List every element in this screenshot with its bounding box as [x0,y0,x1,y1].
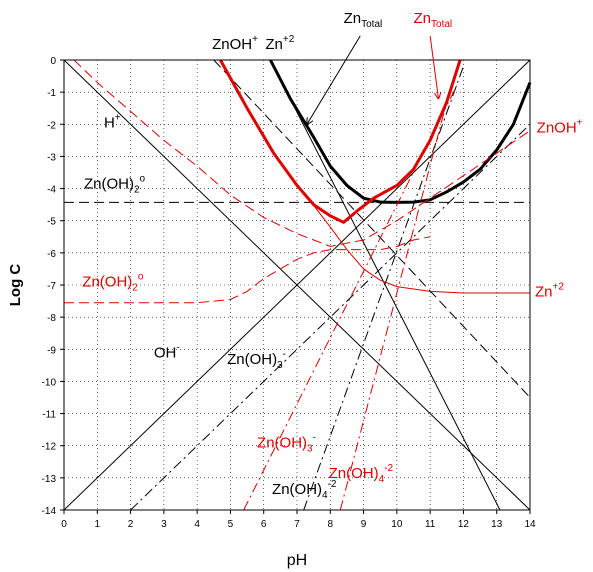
series-znoh- [73,59,531,247]
y-tick-label: -7 [47,281,56,292]
species-label: Zn(OH)3- [227,349,286,371]
species-label: ZnOH+ [212,34,258,53]
annotations: ZnOH+ Zn+2 ZnTotal ZnTotal H+ ZnOH+ Zn(OH)2o Zn… [82,10,582,501]
x-tick-label: 1 [95,519,101,530]
x-tick-label: 3 [161,519,167,530]
y-tick-label: -10 [42,377,57,388]
species-label: Zn(OH)4-2 [272,479,337,501]
arrow [307,35,361,124]
species-label: Zn(OH)3- [257,432,316,454]
x-tick-label: 2 [128,519,134,530]
arrow [429,35,438,99]
y-tick-label: -5 [47,217,56,228]
y-axis-title: Log C [7,264,24,307]
species-label: Zn(OH)2o [84,174,146,196]
y-tick-label: -14 [42,506,57,517]
series-oh- [63,59,531,511]
species-label: ZnOH+ [537,117,583,136]
species-label: Zn(OH)4-2 [329,463,394,485]
series-zn-oh-4-2 [303,66,464,511]
species-label: H+ [104,113,121,132]
x-tick-label: 5 [228,519,234,530]
y-tick-label: -2 [47,120,56,131]
species-label: ZnTotal [414,10,453,30]
species-label: Zn+2 [265,34,294,53]
x-tick-label: 11 [425,519,436,530]
y-tick-label: -11 [42,410,56,421]
series-zn-oh-3- [130,123,531,511]
series-znoh- [213,59,531,398]
series-zntotal [269,59,532,204]
series-zn-oh-3- [243,85,458,511]
annotation-arrows [307,35,438,124]
x-tick-label: 12 [458,519,470,530]
y-tick-label: 0 [50,56,56,67]
x-tick-label: 13 [491,519,503,530]
series-zn-oh-2o [64,236,431,304]
axis-ticks: 0 1 2 3 4 5 6 7 8 9 10 11 12 13 140-1-2-3-4-5-6-7-8-9-… [42,56,536,530]
y-tick-label: -8 [47,313,56,324]
y-tick-label: -1 [47,88,56,99]
series-zn-2 [296,183,530,294]
series-lines [63,59,532,511]
species-label: OH- [154,342,180,361]
x-tick-label: 6 [261,519,267,530]
y-tick-label: -12 [42,442,57,453]
series-zn-oh-4-2 [339,88,451,511]
y-tick-label: -9 [47,345,56,356]
series-zn-2 [269,59,501,511]
x-tick-label: 9 [361,519,367,530]
species-label: ZnTotal [344,10,383,30]
x-tick-label: 10 [391,519,403,530]
y-tick-label: -6 [47,249,56,260]
x-tick-label: 4 [194,519,200,530]
x-tick-label: 8 [328,519,334,530]
y-tick-label: -4 [47,185,56,196]
species-label: Zn+2 [535,281,564,300]
y-tick-label: -3 [47,152,56,163]
x-tick-label: 0 [61,519,67,530]
x-axis-title: pH [287,552,307,569]
species-label: Zn(OH)2o [82,272,144,294]
x-tick-label: 7 [294,519,300,530]
x-tick-label: 14 [524,519,536,530]
y-tick-label: -13 [42,474,57,485]
